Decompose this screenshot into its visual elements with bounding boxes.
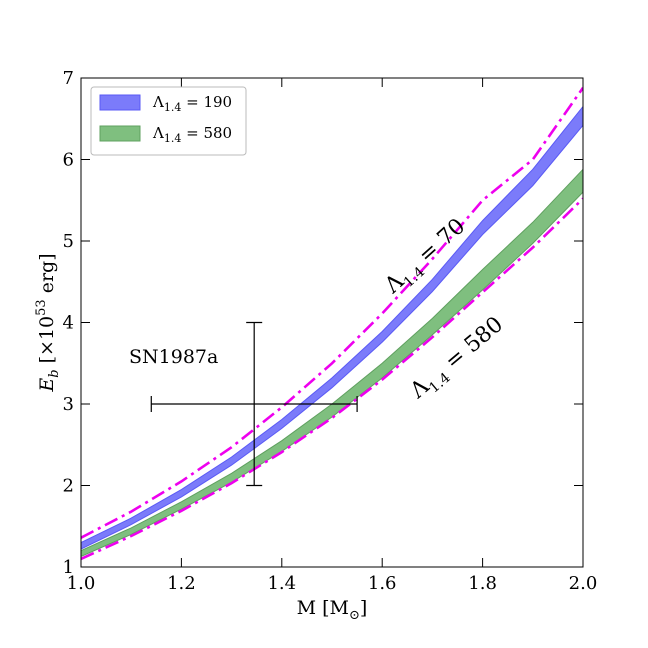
- curve-label-lambda-580: Λ1.4 = 580: [405, 312, 511, 407]
- legend-label-lambda-190-value: = 190: [181, 93, 232, 111]
- y-axis-title-main: E: [36, 378, 58, 393]
- y-tick-label: 2: [63, 476, 74, 497]
- legend-label-lambda-580-symbol: Λ: [152, 124, 164, 142]
- y-tick-label: 4: [63, 313, 74, 334]
- lines-layer: [81, 87, 583, 561]
- legend-label-lambda-580: Λ1.4 = 580: [152, 124, 232, 145]
- legend-label-lambda-580-value: = 580: [181, 124, 232, 142]
- y-tick-label: 3: [63, 394, 74, 415]
- y-axis-title-sub: b: [47, 369, 62, 377]
- y-axis-title-rest: [×10: [36, 316, 58, 370]
- x-tick-label: 1.6: [368, 573, 397, 594]
- legend-label-lambda-580-sub: 1.4: [164, 132, 182, 145]
- line-1: [81, 197, 583, 561]
- x-axis-title-close: ]: [360, 597, 367, 619]
- x-tick-label: 2.0: [569, 573, 598, 594]
- y-tick-label: 6: [63, 150, 74, 171]
- x-tick-label: 1.4: [267, 573, 296, 594]
- ticks-layer: [80, 77, 584, 568]
- y-axis-title-unit: erg]: [36, 253, 58, 299]
- legend: Λ1.4 = 190 Λ1.4 = 580: [90, 86, 247, 156]
- legend-label-lambda-190: Λ1.4 = 190: [152, 93, 232, 114]
- x-axis-title-main: M [M: [297, 597, 349, 619]
- x-tick-label: 1.8: [468, 573, 497, 594]
- legend-label-lambda-190-sub: 1.4: [164, 101, 182, 114]
- x-tick-label: 1.2: [167, 573, 196, 594]
- curve-label-lambda-70-value: = 70: [409, 214, 471, 273]
- tick-labels-layer: 1.0 1.2 1.4 1.6 1.8 2.0 1 2 3 4 5 6 7: [63, 68, 598, 594]
- y-axis-title: Eb [×1053 erg]: [34, 253, 62, 392]
- sn1987a-label: SN1987a: [129, 346, 218, 368]
- legend-swatch-lambda-580: [99, 125, 141, 142]
- band-1: [81, 168, 583, 557]
- legend-swatch-lambda-190: [99, 94, 141, 111]
- x-axis-title-sub: ⊙: [349, 608, 360, 623]
- y-axis-title-exp: 53: [34, 299, 49, 316]
- line-0: [81, 87, 583, 539]
- x-tick-label: 1.0: [67, 573, 96, 594]
- band-0: [81, 105, 583, 550]
- y-tick-label: 7: [63, 68, 74, 89]
- errorbar: [150, 321, 358, 487]
- y-tick-label: 1: [63, 557, 74, 578]
- bands-layer: [81, 105, 583, 557]
- y-tick-label: 5: [63, 231, 74, 252]
- x-axis-title: M [M⊙]: [297, 597, 368, 623]
- legend-label-lambda-190-symbol: Λ: [152, 93, 164, 111]
